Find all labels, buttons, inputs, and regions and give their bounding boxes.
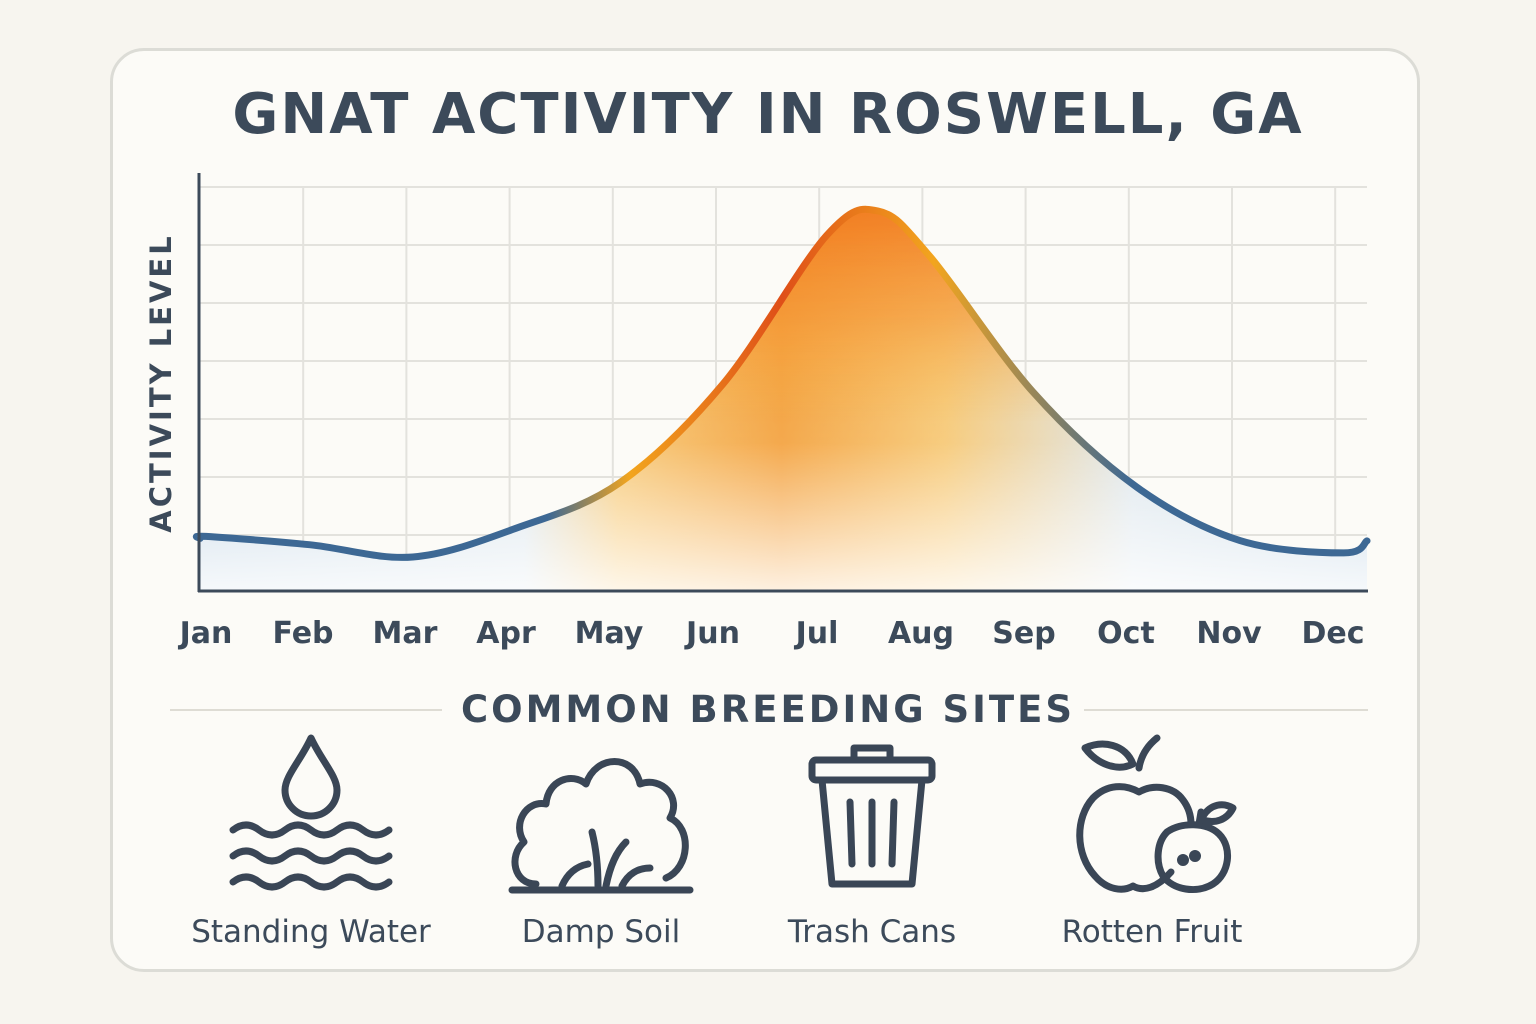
breeding-sites-heading: COMMON BREEDING SITES [460,688,1076,731]
site-trash-cans: Trash Cans [727,728,1017,950]
section-divider-left [170,709,442,711]
x-tick-label: Jan [178,616,233,651]
site-label: Standing Water [191,914,431,950]
trash-can-icon [808,744,936,888]
site-damp-soil: Damp Soil [456,728,746,950]
chart-title: GNAT ACTIVITY IN ROSWELL, GA [232,82,1304,147]
site-label: Trash Cans [787,914,957,950]
x-tick-label: Feb [272,616,333,651]
apple-fruit-icon [1076,734,1237,894]
site-label: Rotten Fruit [1061,914,1243,950]
x-tick-label: Sep [992,616,1055,651]
x-tick-label: Dec [1301,616,1364,651]
x-axis-ticks: Jan Feb Mar Apr May Jun Jul Aug Sep Oct Nov Dec [178,616,1365,651]
x-tick-label: Nov [1196,616,1262,651]
section-divider-right [1084,709,1368,711]
x-tick-label: Apr [476,616,536,651]
x-tick-label: May [575,616,644,651]
site-rotten-fruit: Rotten Fruit [1007,728,1297,950]
x-tick-label: Oct [1097,616,1155,651]
water-drop-waves-icon [229,734,393,891]
activity-area-fade [198,170,1368,590]
x-tick-label: Aug [888,616,954,651]
activity-series-line [192,205,1371,561]
y-axis-label: ACTIVITY LEVEL [144,233,178,532]
activity-chart: ACTIVITY LEVEL Jan Feb Mar Apr May Jun Jul Aug S… [144,170,1371,651]
site-standing-water: Standing Water [166,728,456,950]
x-tick-label: Jul [794,616,839,651]
x-tick-label: Jun [684,616,740,651]
bush-grass-icon [508,758,694,894]
x-tick-label: Mar [373,616,438,651]
site-label: Damp Soil [521,914,681,950]
